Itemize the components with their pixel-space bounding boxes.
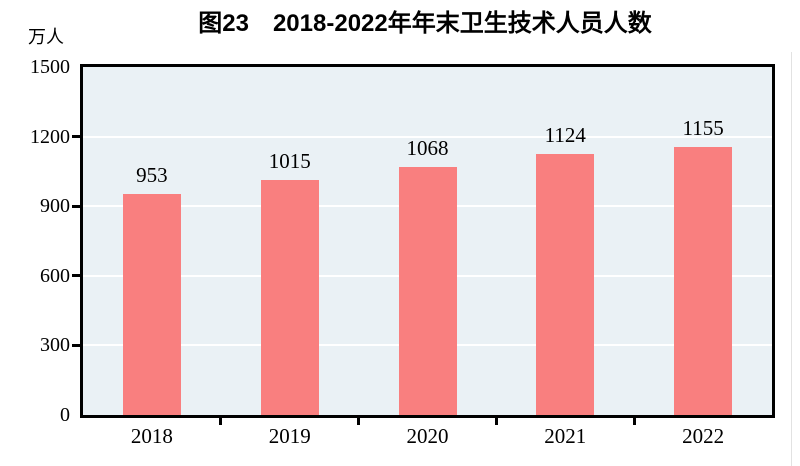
bar xyxy=(674,147,733,415)
x-axis-tick xyxy=(632,415,636,425)
bar-value-label: 1124 xyxy=(544,123,586,148)
x-axis-tick xyxy=(219,415,223,425)
y-axis-tick xyxy=(72,204,81,208)
bar xyxy=(536,154,595,415)
x-axis-tick xyxy=(494,415,498,425)
x-tick-label: 2020 xyxy=(406,424,449,448)
y-tick-label: 600 xyxy=(40,264,70,287)
y-tick-label: 1200 xyxy=(30,125,70,148)
gridline xyxy=(83,135,772,138)
bar-value-label: 1068 xyxy=(406,136,449,161)
axis-ticks xyxy=(72,67,772,425)
y-axis-tick xyxy=(72,135,81,139)
bar-value-label: 953 xyxy=(136,162,168,187)
bar-value-label: 1155 xyxy=(682,116,724,141)
x-axis-tick-labels: 2018 2019 2020 2021 2022 xyxy=(83,423,772,451)
y-tick-label: 900 xyxy=(40,195,70,218)
plot-area: 953 1015 1068 1124 1155 xyxy=(72,64,775,425)
y-axis-unit-label: 万人 xyxy=(28,27,64,47)
y-tick-label: 1500 xyxy=(30,56,70,78)
y-axis-tick xyxy=(72,274,81,278)
x-axis-tick xyxy=(357,415,361,425)
bar xyxy=(260,179,319,415)
y-tick-label: 300 xyxy=(40,334,70,357)
bar xyxy=(398,167,457,415)
y-tick-label: 0 xyxy=(60,404,70,426)
page-edge-artifact xyxy=(791,52,792,466)
x-tick-label: 2022 xyxy=(682,424,725,448)
bars: 953 1015 1068 1124 1155 xyxy=(83,67,772,415)
x-tick-label: 2021 xyxy=(544,424,587,448)
bar xyxy=(122,193,181,415)
y-axis-tick-labels: 0 300 600 900 1200 1500 xyxy=(0,0,74,466)
chart-title: 图23 2018-2022年年末卫生技术人员人数 xyxy=(198,10,652,37)
bar-value-label: 1015 xyxy=(268,148,311,173)
x-tick-label: 2019 xyxy=(268,424,311,448)
y-axis-tick xyxy=(72,343,81,347)
x-tick-label: 2018 xyxy=(130,424,173,448)
